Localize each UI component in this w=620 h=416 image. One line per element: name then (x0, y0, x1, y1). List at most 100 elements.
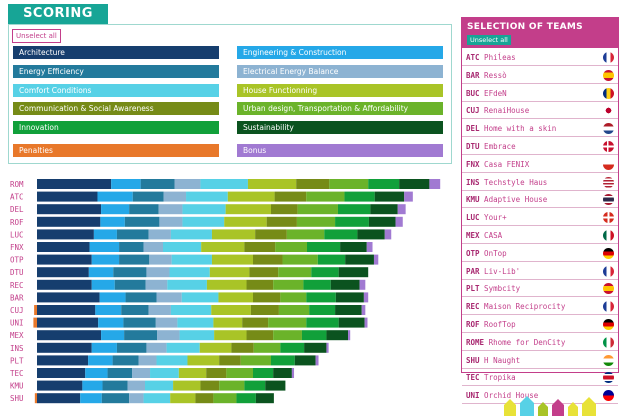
bar-segment[interactable] (167, 279, 207, 290)
bar-segment[interactable] (182, 216, 225, 227)
bar-segment[interactable] (95, 305, 122, 315)
bar-segment[interactable] (211, 305, 251, 315)
bar-segment[interactable] (296, 179, 330, 189)
bar-segment[interactable] (163, 242, 202, 252)
category-sustainability[interactable]: Sustainability (237, 121, 443, 134)
bar-segment[interactable] (112, 355, 139, 366)
bar-segment[interactable] (182, 204, 226, 215)
team-item-ins[interactable]: INS Techstyle Haus (462, 174, 618, 191)
bar-segment[interactable] (34, 393, 37, 404)
bar-segment[interactable] (181, 292, 219, 303)
bar-segment[interactable] (113, 267, 147, 278)
bar-segment[interactable] (88, 267, 114, 278)
bar-segment[interactable] (326, 330, 349, 341)
team-item-dtu[interactable]: DTU Embrace (462, 138, 618, 155)
bar-segment[interactable] (399, 179, 430, 189)
bar-segment[interactable] (102, 380, 128, 391)
bar-segment[interactable] (199, 342, 232, 353)
bar-segment[interactable] (37, 229, 94, 240)
bar-segment[interactable] (148, 305, 171, 315)
bar-segment[interactable] (271, 204, 298, 215)
category-electrical-energy-balance[interactable]: Electrical Energy Balance (237, 65, 443, 78)
bar-segment[interactable] (159, 216, 183, 227)
bar-segment[interactable] (146, 267, 170, 278)
bar-segment[interactable] (219, 380, 245, 391)
bar-segment[interactable] (97, 191, 133, 202)
bar-segment[interactable] (114, 279, 146, 290)
team-item-otp[interactable]: OTP OnTop (462, 245, 618, 262)
bar-segment[interactable] (89, 242, 120, 252)
bar-segment[interactable] (100, 216, 125, 227)
bar-segment[interactable] (37, 179, 112, 189)
bar-segment[interactable] (274, 191, 307, 202)
bar-segment[interactable] (309, 305, 336, 315)
bar-segment[interactable] (37, 317, 99, 328)
bar-segment[interactable] (330, 279, 360, 290)
category-energy-efficiency[interactable]: Energy Efficiency (13, 65, 219, 78)
bar-segment[interactable] (206, 279, 247, 290)
team-item-tec[interactable]: TEC Tropika (462, 369, 618, 387)
bar-segment[interactable] (253, 254, 283, 265)
bar-segment[interactable] (156, 355, 188, 366)
bar-segment[interactable] (37, 393, 81, 404)
bar-segment[interactable] (37, 355, 89, 366)
bar-segment[interactable] (226, 368, 253, 378)
bar-segment[interactable] (429, 179, 441, 189)
bar-segment[interactable] (206, 368, 227, 378)
bar-segment[interactable] (348, 330, 351, 341)
bar-segment[interactable] (397, 204, 406, 215)
bar-segment[interactable] (145, 279, 168, 290)
bar-segment[interactable] (338, 317, 365, 328)
bar-segment[interactable] (170, 393, 196, 404)
bar-segment[interactable] (173, 380, 201, 391)
team-item-rome[interactable]: ROME Rhome for DenCity (462, 334, 618, 351)
bar-segment[interactable] (166, 342, 200, 353)
bar-segment[interactable] (306, 317, 339, 328)
unselect-all-categories-button[interactable]: Unselect all (12, 29, 61, 43)
bar-segment[interactable] (37, 191, 98, 202)
bar-segment[interactable] (132, 191, 164, 202)
bar-segment[interactable] (253, 292, 281, 303)
bar-segment[interactable] (174, 179, 201, 189)
bar-segment[interactable] (231, 342, 254, 353)
bar-segment[interactable] (37, 216, 101, 227)
bar-segment[interactable] (219, 355, 241, 366)
bar-segment[interactable] (246, 330, 274, 341)
bar-segment[interactable] (101, 330, 125, 341)
bar-segment[interactable] (93, 229, 117, 240)
bar-segment[interactable] (249, 267, 279, 278)
bar-segment[interactable] (255, 393, 274, 404)
bar-segment[interactable] (179, 330, 215, 341)
team-item-rof[interactable]: ROF RoofTop (462, 316, 618, 333)
bar-segment[interactable] (37, 330, 102, 341)
bar-segment[interactable] (306, 191, 345, 202)
bar-segment[interactable] (116, 342, 147, 353)
bar-segment[interactable] (280, 292, 307, 303)
bar-segment[interactable] (127, 380, 145, 391)
bar-segment[interactable] (121, 305, 149, 315)
bar-segment[interactable] (91, 342, 117, 353)
bar-segment[interactable] (271, 355, 295, 366)
bar-segment[interactable] (361, 305, 366, 315)
bar-segment[interactable] (37, 342, 92, 353)
bar-segment[interactable] (37, 254, 92, 265)
bar-segment[interactable] (211, 229, 256, 240)
bar-segment[interactable] (195, 393, 214, 404)
team-item-uni[interactable]: UNI Orchid House (462, 387, 618, 405)
bar-segment[interactable] (107, 368, 133, 378)
bar-segment[interactable] (275, 242, 307, 252)
bar-segment[interactable] (149, 254, 172, 265)
bar-segment[interactable] (329, 179, 369, 189)
team-item-del[interactable]: DEL Home with a skin (462, 120, 618, 138)
bar-segment[interactable] (37, 380, 83, 391)
bar-segment[interactable] (129, 393, 144, 404)
bar-segment[interactable] (156, 292, 182, 303)
bar-segment[interactable] (338, 267, 369, 278)
bar-segment[interactable] (148, 229, 171, 240)
bar-segment[interactable] (374, 191, 405, 202)
bar-segment[interactable] (227, 191, 275, 202)
bar-segment[interactable] (124, 330, 158, 341)
bar-segment[interactable] (324, 229, 358, 240)
bar-segment[interactable] (395, 216, 403, 227)
bar-segment[interactable] (303, 279, 331, 290)
